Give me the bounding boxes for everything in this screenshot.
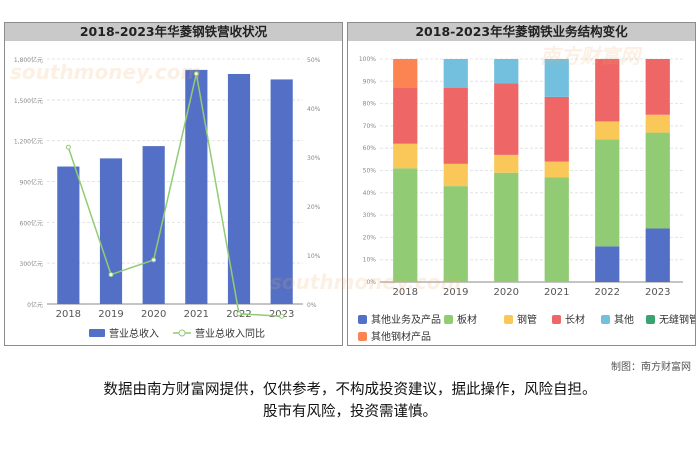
legend-label: 长材: [565, 313, 585, 326]
y-axis-tick-label: 60%: [363, 145, 377, 152]
right-chart-panel: 2018-2023年华菱钢铁业务结构变化 0% 10% 20% 30% 40% 50% 60…: [347, 22, 696, 346]
legend-swatch: [358, 332, 367, 341]
x-axis-tick-label: 2020: [141, 309, 166, 320]
y-axis-tick-label: 300亿元: [20, 260, 43, 268]
stacked-bar-segment: [595, 246, 620, 282]
y-axis-tick-label: 1,800亿元: [14, 56, 43, 64]
y-axis-tick-label: 30%: [363, 212, 377, 219]
left-chart-panel: 2018-2023年华菱钢铁营收状况 0亿元 300亿元 600亿元 900亿元 1,2…: [4, 22, 343, 346]
legend-swatch: [646, 315, 655, 324]
y-axis-tick-label: 90%: [363, 78, 377, 85]
y2-axis-tick-label: 40%: [307, 106, 321, 113]
y-axis-tick-label: 900亿元: [20, 179, 43, 187]
legend-label: 钢管: [517, 313, 537, 326]
stacked-bar-segment: [443, 163, 468, 187]
x-axis-tick-label: 2018: [393, 287, 418, 298]
disclaimer-line-1: 数据由南方财富网提供，仅供参考，不构成投资建议，据此操作，风险自担。: [103, 382, 597, 398]
x-axis-tick-label: 2021: [544, 287, 569, 298]
legend-label: 其他业务及产品: [371, 313, 441, 326]
stacked-bar-segment: [494, 83, 519, 155]
y2-axis-tick-label: 20%: [307, 204, 321, 211]
y-axis-tick-label: 1,200亿元: [14, 138, 43, 146]
legend-label: 板材: [457, 313, 477, 326]
y-axis-tick-label: 600亿元: [20, 219, 43, 227]
yoy-point: [65, 144, 71, 150]
x-axis-tick-label: 2019: [443, 287, 468, 298]
y-axis-tick-label: 0%: [366, 279, 376, 286]
legend-swatch-revenue: [89, 329, 105, 337]
y-axis-tick-label: 70%: [363, 123, 377, 130]
legend-label: 其他钢材产品: [371, 330, 431, 343]
stacked-bar-segment: [595, 121, 620, 140]
yoy-point: [151, 257, 157, 263]
y-axis-tick-label: 10%: [363, 257, 377, 264]
y-axis-tick-label: 1,500亿元: [14, 97, 43, 105]
legend-label: 营业总收入: [109, 327, 159, 340]
y-axis-tick-label: 0亿元: [27, 301, 43, 309]
y2-axis-tick-label: 50%: [307, 57, 321, 64]
structure-chart: 0% 10% 20% 30% 40% 50% 60% 70% 80% 90% 100% 2018 201…: [358, 56, 695, 343]
yoy-point: [279, 313, 285, 319]
stacked-bar-segment: [544, 59, 569, 97]
stacked-bar-segment: [544, 161, 569, 178]
stacked-bar-segment: [645, 59, 670, 115]
stacked-bar-segment: [393, 59, 418, 88]
revenue-bar: [185, 69, 208, 304]
right-chart-title: 2018-2023年华菱钢铁业务结构变化: [348, 23, 695, 41]
y-axis-tick-label: 50%: [363, 168, 377, 175]
stacked-bar-segment: [645, 114, 670, 133]
stacked-bar-segment: [595, 139, 620, 247]
x-axis-tick-label: 2023: [645, 287, 670, 298]
y-axis-tick-label: 100%: [359, 56, 376, 63]
left-chart-title: 2018-2023年华菱钢铁营收状况: [5, 23, 342, 41]
stacked-bar-segment: [645, 228, 670, 282]
stacked-bar-segment: [393, 168, 418, 282]
revenue-bar: [270, 79, 293, 304]
x-axis-tick-label: 2018: [56, 309, 81, 320]
y-axis-tick-label: 20%: [363, 234, 377, 241]
yoy-line: [67, 73, 282, 317]
revenue-bar: [99, 158, 123, 304]
revenue-chart: 0亿元 300亿元 600亿元 900亿元 1,200亿元 1,500亿元 1,800亿元 0…: [14, 56, 321, 340]
y2-axis-tick-label: 0%: [307, 302, 317, 309]
legend-label: 其他: [614, 313, 634, 326]
revenue-bar: [57, 166, 80, 304]
legend-label: 营业总收入同比: [195, 327, 265, 340]
revenue-bar: [227, 73, 251, 304]
chart-credit: 制图：南方财富网: [611, 362, 691, 373]
revenue-bar: [142, 146, 165, 304]
y-axis-tick-label: 40%: [363, 190, 377, 197]
stacked-bar-segment: [595, 59, 620, 122]
legend-swatch: [444, 315, 453, 324]
y2-axis-tick-label: 30%: [307, 155, 321, 162]
legend-swatch: [601, 315, 610, 324]
x-axis-tick-label: 2020: [494, 287, 519, 298]
legend-label: 无缝钢管: [659, 313, 695, 326]
legend-swatch-yoy-marker: [178, 329, 186, 337]
disclaimer-line-2: 股市有风险，投资需谨慎。: [263, 404, 437, 420]
stacked-bar-segment: [443, 186, 468, 282]
legend-swatch: [504, 315, 513, 324]
yoy-point: [193, 71, 199, 77]
stacked-bar-segment: [544, 177, 569, 282]
y-axis-tick-label: 80%: [363, 101, 377, 108]
stacked-bar-segment: [443, 59, 468, 88]
stacked-bar-segment: [443, 87, 468, 164]
x-axis-tick-label: 2019: [98, 309, 123, 320]
stacked-bar-segment: [494, 154, 519, 173]
stacked-bar-segment: [494, 59, 519, 84]
y2-axis-tick-label: 10%: [307, 253, 321, 260]
x-axis-tick-label: 2021: [184, 309, 209, 320]
yoy-point: [108, 272, 114, 278]
stacked-bar-segment: [494, 172, 519, 282]
stacked-bar-segment: [544, 96, 569, 162]
x-axis-tick-label: 2022: [595, 287, 620, 298]
stacked-bar-segment: [393, 143, 418, 169]
stacked-bar-segment: [645, 132, 670, 229]
stacked-bar-segment: [393, 87, 418, 144]
yoy-point: [236, 311, 242, 317]
legend-swatch: [358, 315, 367, 324]
legend-swatch: [552, 315, 561, 324]
